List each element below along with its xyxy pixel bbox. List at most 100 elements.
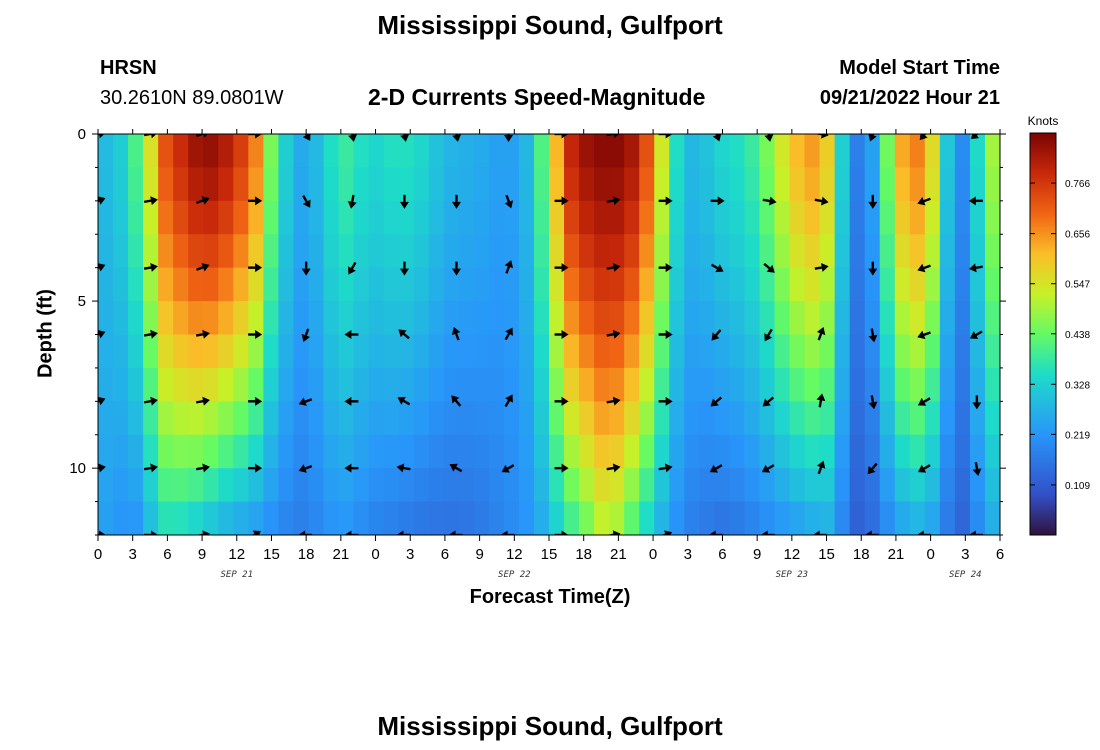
current-vector-arrow: [248, 134, 263, 139]
heatmap-cell: [564, 434, 580, 469]
heatmap-cell: [699, 501, 715, 535]
heatmap-cell: [233, 367, 249, 402]
current-vector-arrow: [396, 463, 411, 473]
heatmap-cell: [158, 334, 174, 369]
heatmap-cell: [654, 267, 670, 302]
current-vector-arrow: [504, 134, 514, 142]
heatmap-cell: [293, 434, 310, 469]
heatmap-cell: [624, 234, 640, 269]
heatmap-cell: [684, 401, 700, 436]
heatmap-cell: [428, 468, 445, 503]
heatmap-cell: [789, 167, 806, 202]
heatmap-cell: [834, 468, 851, 503]
heatmap-cell: [503, 134, 520, 169]
heatmap-cell: [413, 234, 430, 269]
heatmap-cell: [248, 200, 264, 235]
x-tick-label: 21: [333, 546, 350, 563]
heatmap-cell: [639, 200, 655, 235]
heatmap-cell: [759, 267, 776, 302]
heatmap-cell: [308, 167, 325, 202]
heatmap-cell: [894, 334, 911, 369]
heatmap-cell: [564, 234, 580, 269]
heatmap-cell: [353, 401, 370, 436]
heatmap-cell: [533, 401, 550, 436]
heatmap-cell: [368, 167, 385, 202]
current-vector-arrow: [348, 134, 358, 142]
heatmap-cell: [639, 134, 655, 169]
heatmap-cell: [939, 334, 956, 369]
heatmap-cell: [473, 301, 490, 336]
x-tick-label: 6: [441, 546, 449, 563]
heatmap-cell: [759, 334, 776, 369]
heatmap-cell: [218, 401, 234, 436]
heatmap-cell: [669, 401, 685, 436]
current-vector-arrow: [504, 194, 514, 209]
x-tick-label: 0: [371, 546, 379, 563]
heatmap-cell: [969, 401, 986, 436]
heatmap-cell: [609, 167, 625, 202]
heatmap-cell: [924, 234, 941, 269]
heatmap-cell: [443, 267, 460, 302]
heatmap-cell: [188, 401, 204, 436]
heatmap-cells: [98, 134, 1000, 535]
current-vector-arrow: [917, 263, 931, 273]
heatmap-cell: [143, 234, 159, 269]
heatmap-cell: [579, 367, 595, 402]
heatmap-cell: [353, 468, 370, 503]
current-vector-arrow: [400, 134, 410, 142]
heatmap-cell: [413, 267, 430, 302]
heatmap-cell: [639, 434, 655, 469]
heatmap-cell: [774, 134, 791, 169]
current-vector-arrow: [554, 330, 569, 339]
heatmap-cell: [368, 234, 385, 269]
heatmap-cell: [308, 334, 325, 369]
date-label: SEP 21: [221, 570, 254, 580]
heatmap-cell: [128, 401, 144, 436]
heatmap-cell: [428, 167, 445, 202]
current-vector-arrow: [658, 134, 673, 139]
heatmap-cell: [98, 501, 114, 535]
heatmap-cell: [98, 267, 114, 302]
current-vector-arrow: [196, 196, 210, 205]
heatmap-cell: [278, 267, 295, 302]
heatmap-cell: [894, 501, 911, 535]
heatmap-cell: [158, 167, 174, 202]
colorbar-tick-label: 0.328: [1065, 380, 1090, 391]
heatmap-cell: [969, 167, 986, 202]
heatmap-cell: [323, 367, 340, 402]
current-vector-arrow: [248, 263, 263, 273]
heatmap-cell: [909, 367, 926, 402]
heatmap-cell: [654, 401, 670, 436]
heatmap-cell: [849, 167, 866, 202]
x-tick-label: 12: [784, 546, 801, 563]
heatmap-cell: [338, 401, 355, 436]
heatmap-cell: [368, 367, 385, 402]
heatmap-cell: [353, 200, 370, 235]
colorbar-tick-label: 0.109: [1065, 481, 1090, 492]
heatmap-cell: [879, 434, 896, 469]
heatmap-cell: [744, 334, 761, 369]
current-vector-arrow: [970, 134, 983, 140]
heatmap-cell: [939, 401, 956, 436]
heatmap-cell: [834, 234, 851, 269]
current-vector-arrow: [195, 329, 210, 339]
heatmap-cell: [729, 501, 746, 535]
heatmap-cell: [488, 367, 505, 402]
heatmap-cell: [774, 267, 791, 302]
heatmap-cell: [789, 234, 806, 269]
heatmap-cell: [804, 501, 821, 535]
heatmap-cell: [894, 434, 911, 469]
current-vector-arrow: [917, 196, 931, 206]
heatmap-cell: [518, 501, 535, 535]
current-vector-arrow: [452, 134, 462, 142]
heatmap-cell: [353, 167, 370, 202]
heatmap-cell: [158, 367, 174, 402]
heatmap-cell: [789, 301, 806, 336]
heatmap-cell: [293, 401, 310, 436]
heatmap-cell: [368, 501, 385, 535]
heatmap-cell: [879, 468, 896, 503]
heatmap-cell: [323, 501, 340, 535]
heatmap-cell: [849, 334, 866, 369]
heatmap-cell: [789, 468, 806, 503]
